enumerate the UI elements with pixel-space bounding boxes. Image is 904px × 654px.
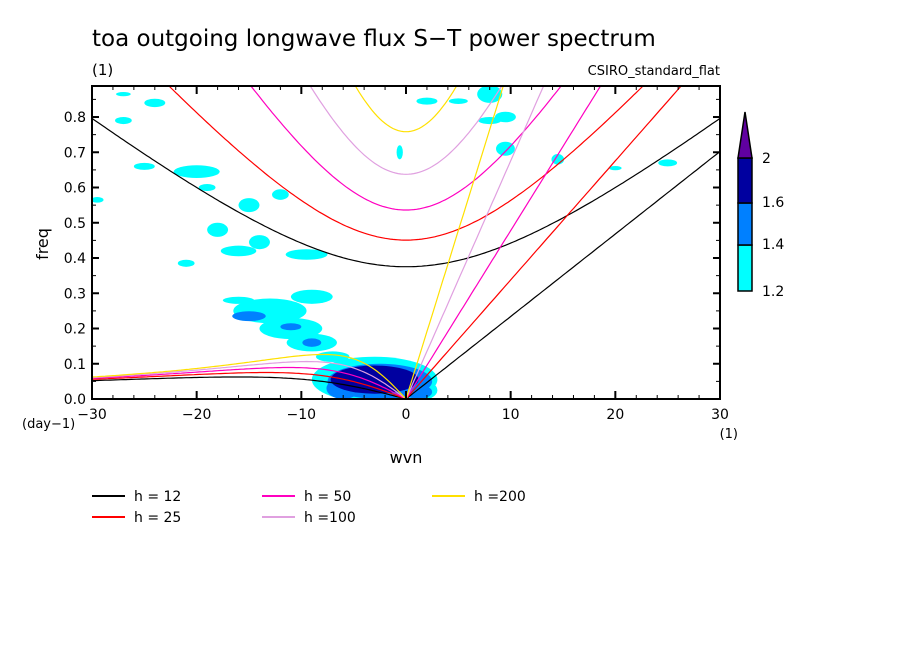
y-tick-label: 0.6	[64, 181, 86, 197]
curve-er-h25	[92, 371, 407, 399]
contour-blob	[115, 117, 132, 125]
colorbar-label: 1.4	[762, 237, 784, 253]
colorbar-extend-triangle	[737, 111, 753, 159]
contour-blob	[116, 91, 131, 97]
contour-blob	[238, 198, 260, 213]
y-tick-label: 0.5	[64, 216, 86, 232]
legend: h = 12 h = 25 h = 50 h =100 h =200	[92, 489, 526, 526]
curve-kelvin-h12	[405, 151, 720, 399]
curve-er-h200	[92, 353, 407, 399]
contour-blob	[220, 245, 257, 257]
legend-label: h = 50	[304, 489, 351, 505]
contour-blob	[302, 338, 322, 347]
curve-ig-h100	[309, 86, 503, 175]
contour-blob	[290, 289, 333, 304]
contour-blob	[609, 166, 622, 171]
x-tick-label: 30	[711, 407, 729, 423]
y-tick-label: 0.8	[64, 110, 86, 126]
chart-subtitle-right: CSIRO_standard_flat	[588, 64, 720, 79]
legend-label: h =200	[474, 489, 526, 505]
contour-blob	[144, 98, 166, 108]
curve-er-h50	[92, 366, 407, 399]
contour-blob	[207, 222, 229, 237]
contour-blob	[496, 141, 515, 156]
curve-ig-h200	[354, 86, 458, 133]
x-axis-label: wvn	[390, 448, 423, 467]
contour-blob	[477, 86, 503, 103]
colorbar-label: 2	[762, 151, 771, 167]
contour-blob	[416, 97, 438, 105]
x-tick-label: −30	[77, 407, 107, 423]
legend-label: h =100	[304, 510, 356, 526]
legend-label: h = 25	[134, 510, 181, 526]
y-axis-label: freq	[33, 228, 52, 260]
curve-ig-h25	[168, 86, 644, 241]
chart-title: toa outgoing longwave flux S−T power spe…	[92, 26, 656, 52]
y-tick-label: 0.0	[64, 392, 86, 408]
y-tick-label: 0.2	[64, 322, 86, 338]
y-tick-label: 0.3	[64, 286, 86, 302]
contour-blob	[173, 165, 220, 178]
x-tick-label: 20	[606, 407, 624, 423]
y-tick-label: 0.1	[64, 357, 86, 373]
contour-blob	[272, 189, 289, 200]
contour-blob	[222, 296, 255, 304]
curve-er-h100	[92, 360, 407, 399]
contour-blob	[92, 197, 104, 203]
y-tick-label: 0.4	[64, 251, 86, 267]
contour-blob	[280, 323, 302, 331]
x-units-label: (1)	[720, 427, 738, 442]
dispersion-curves-group	[92, 86, 720, 399]
contour-blob	[478, 117, 502, 125]
contour-blob	[404, 384, 433, 399]
x-tick-label: −10	[287, 407, 317, 423]
colorbar-label: 1.6	[762, 195, 784, 211]
contour-blob	[232, 311, 266, 322]
x-tick-label: 10	[502, 407, 520, 423]
contour-blob	[133, 162, 155, 170]
colorbar-segment	[737, 244, 753, 292]
contour-blob	[396, 145, 403, 160]
contour-blob	[285, 249, 328, 260]
y-tick-label: 0.7	[64, 145, 86, 161]
colorbar-segment	[737, 157, 753, 204]
legend-label: h = 12	[134, 489, 181, 505]
chart-units-label: (1)	[92, 61, 113, 79]
colorbar-label: 1.2	[762, 284, 784, 300]
curve-kelvin-h25	[405, 86, 682, 399]
contour-blob	[177, 259, 195, 267]
curve-er-h12	[92, 376, 407, 399]
curve-kelvin-h100	[405, 86, 545, 399]
curve-kelvin-h200	[405, 86, 504, 399]
plot-frame	[91, 85, 721, 400]
x-tick-label: −20	[182, 407, 212, 423]
x-tick-label: 0	[402, 407, 411, 423]
contour-blob	[198, 183, 216, 192]
contour-fill-group	[92, 86, 678, 399]
colorbar-segment	[737, 202, 753, 246]
curve-kelvin-h50	[405, 86, 602, 399]
contour-blob	[658, 159, 678, 167]
axes-group: −30 −20 −10 0 10 20 30 0.0 0.1 0.2 0.3 0.4 0.5 0.6 0.7…	[64, 86, 729, 423]
contour-blob	[249, 235, 270, 250]
y-units-label: (day−1)	[22, 417, 75, 432]
curve-ig-h50	[250, 86, 562, 211]
colorbar: 1.2 1.4 1.6 2	[737, 111, 784, 300]
curve-ig-h12	[92, 117, 720, 268]
contour-blob	[448, 98, 468, 104]
